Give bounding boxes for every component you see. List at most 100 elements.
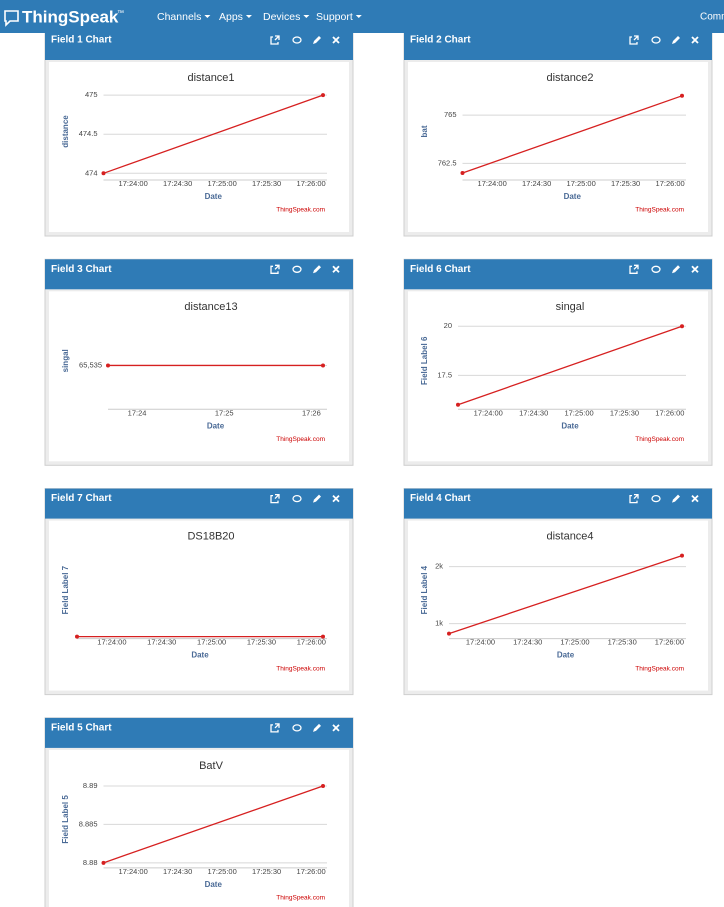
close-icon[interactable] [332, 36, 340, 44]
y-tick-label: 2k [435, 562, 443, 571]
credit[interactable]: ThingSpeak.com [635, 436, 684, 443]
y-tick-label: 474 [85, 168, 98, 177]
panel-body [49, 291, 349, 462]
dropdown-caret [355, 15, 362, 18]
close-icon[interactable] [691, 36, 699, 44]
x-tick-label: 17:24:30 [519, 408, 548, 417]
comment-icon[interactable] [651, 494, 661, 503]
edit-icon[interactable] [672, 265, 680, 274]
comment-icon[interactable] [292, 265, 302, 273]
open-icon[interactable] [270, 493, 280, 504]
x-tick-label: 17:24:00 [478, 179, 507, 188]
y-tick-label: 8.885 [79, 819, 98, 828]
x-tick-label: 17:25:00 [208, 867, 237, 876]
y-axis-title: singal [61, 349, 70, 372]
x-tick-label: 17:26:00 [655, 638, 684, 647]
logo-icon[interactable] [4, 10, 19, 27]
y-tick-label: 474.5 [79, 129, 98, 138]
panel-header [404, 259, 712, 290]
nav-right[interactable]: Comm [700, 12, 724, 23]
credit[interactable]: ThingSpeak.com [276, 436, 325, 443]
panel-header [45, 717, 353, 748]
x-tick-label: 17:25:30 [608, 638, 637, 647]
nav-menu-item[interactable]: Support [316, 11, 353, 23]
chart-panel: Field 1 Chart distance1 474 474.5 475 17:24:0… [44, 29, 354, 237]
dropdown-caret [303, 15, 310, 18]
x-tick-label: 17:24:00 [474, 408, 503, 417]
y-axis-title: distance [61, 115, 70, 148]
x-axis-title: Date [205, 880, 223, 889]
x-axis-title: Date [191, 651, 209, 660]
open-icon[interactable] [629, 493, 639, 504]
x-tick-label: 17:24:00 [119, 179, 148, 188]
chart-title: distance13 [184, 301, 237, 313]
x-tick-label: 17:25:30 [611, 179, 640, 188]
point [680, 324, 684, 329]
comment-icon[interactable] [651, 265, 661, 273]
edit-icon[interactable] [672, 494, 680, 503]
edit-icon[interactable] [672, 36, 680, 44]
point [447, 631, 451, 636]
comment-icon[interactable] [292, 36, 302, 44]
point [106, 363, 110, 368]
x-tick-label: 17:25:00 [208, 179, 237, 188]
credit[interactable]: ThingSpeak.com [635, 665, 684, 672]
point [460, 170, 465, 175]
point [680, 93, 684, 98]
x-tick-label: 17:25:00 [564, 408, 593, 417]
close-icon[interactable] [691, 265, 699, 273]
chart-title: DS18B20 [187, 531, 234, 543]
line [457, 325, 683, 406]
edit-icon[interactable] [313, 36, 321, 44]
x-tick-label: 17:26:00 [297, 638, 326, 647]
dropdown-caret [245, 15, 252, 18]
edit-icon[interactable] [313, 494, 321, 503]
x-tick-label: 17:24:30 [513, 638, 542, 647]
chart-title: distance2 [546, 72, 593, 84]
close-icon[interactable] [332, 724, 340, 732]
point [101, 171, 106, 176]
navbar-bg [0, 0, 724, 33]
close-icon[interactable] [332, 265, 340, 273]
y-axis-title: Field Label 4 [420, 565, 429, 614]
comment-icon[interactable] [651, 36, 661, 44]
x-tick-label: 17:24:30 [163, 867, 192, 876]
nav-menu-item[interactable]: Devices [263, 11, 300, 23]
close-icon[interactable] [332, 494, 340, 503]
chart-panel: Field 4 Chart distance4 1k 2k 17:24:00 17:24:… [403, 488, 713, 696]
open-icon[interactable] [270, 723, 280, 733]
panel-header [45, 30, 353, 60]
x-axis-title: Date [557, 651, 575, 660]
open-icon[interactable] [270, 264, 280, 274]
panel-body [49, 62, 349, 232]
open-icon[interactable] [270, 35, 280, 45]
nav-menu-item[interactable]: Channels [157, 11, 201, 23]
x-tick-label: 17:25 [215, 408, 234, 417]
credit[interactable]: ThingSpeak.com [276, 665, 325, 672]
x-tick-label: 17:24:30 [522, 179, 551, 188]
credit[interactable]: ThingSpeak.com [276, 207, 325, 214]
y-axis-title: Field Label 6 [420, 336, 429, 385]
edit-icon[interactable] [313, 723, 321, 732]
y-tick-label: 762.5 [438, 158, 457, 167]
comment-icon[interactable] [292, 494, 302, 503]
x-tick-label: 17:25:30 [252, 179, 281, 188]
open-icon[interactable] [629, 35, 639, 45]
credit[interactable]: ThingSpeak.com [635, 207, 684, 214]
edit-icon[interactable] [313, 265, 321, 274]
panel-body [408, 520, 708, 691]
panel-header [404, 488, 712, 519]
point [321, 783, 325, 788]
panel-header [45, 259, 353, 290]
comment-icon[interactable] [292, 724, 302, 732]
line [448, 555, 683, 635]
close-icon[interactable] [691, 494, 699, 503]
credit[interactable]: ThingSpeak.com [276, 895, 325, 902]
open-icon[interactable] [629, 264, 639, 274]
x-tick-label: 17:26:00 [297, 867, 326, 876]
point [680, 553, 684, 558]
brand[interactable]: ThingSpeak [22, 7, 119, 26]
nav-menu-item[interactable]: Apps [219, 11, 243, 23]
x-tick-label: 17:24:30 [147, 638, 176, 647]
